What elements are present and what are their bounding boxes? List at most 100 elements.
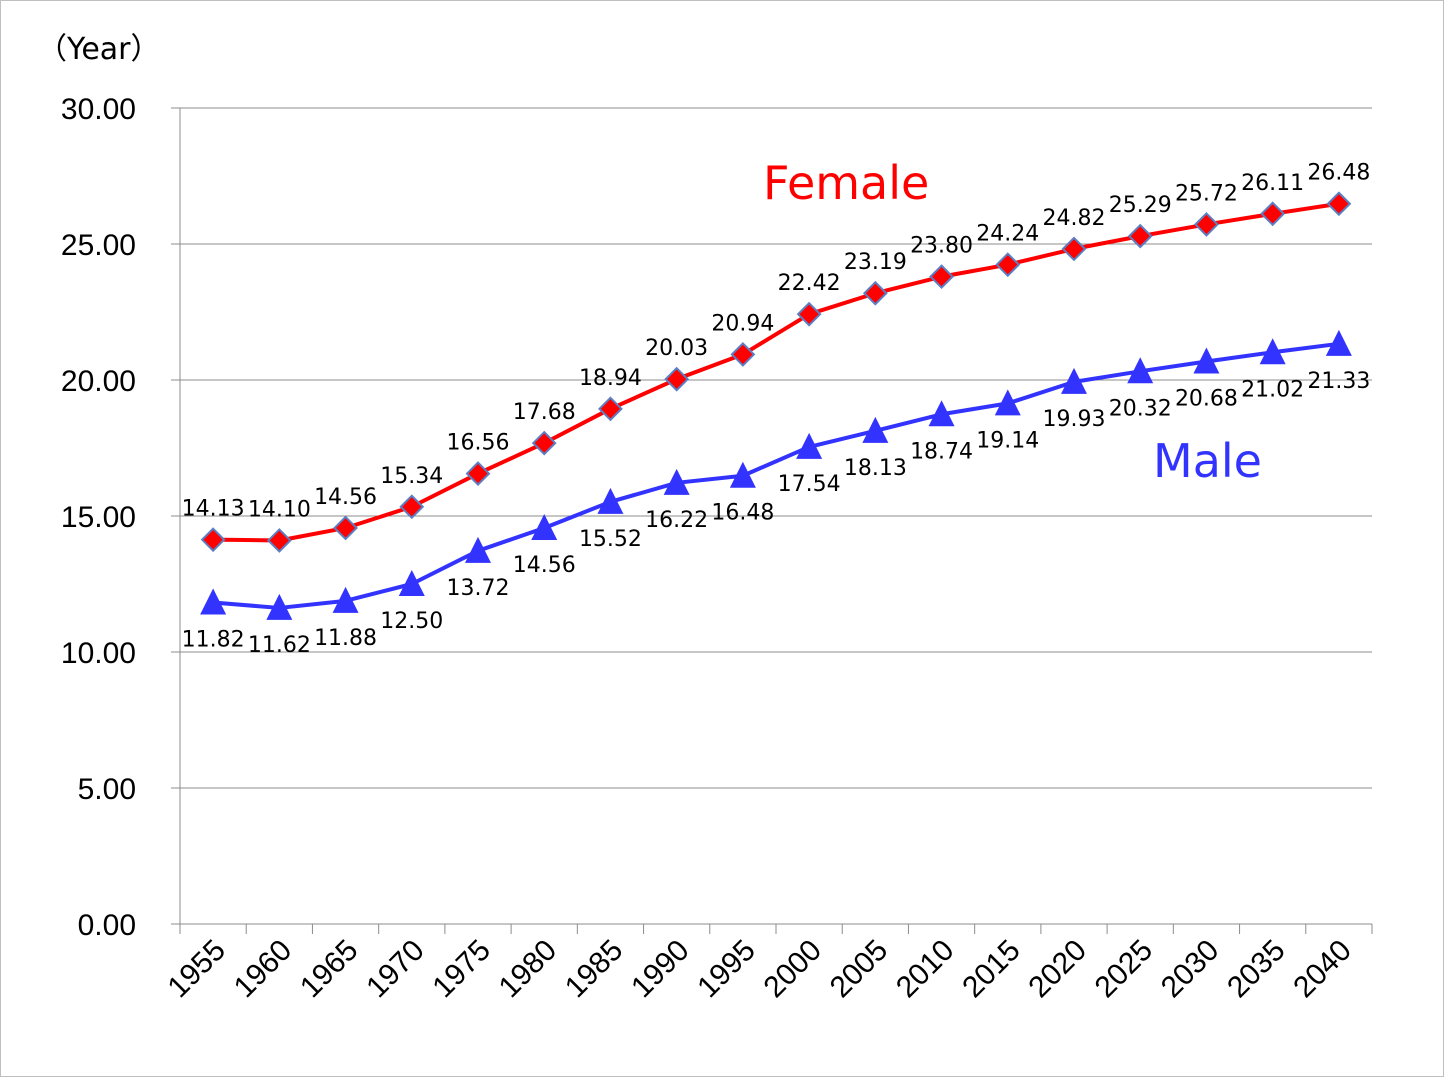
male-data-label: 17.54 — [778, 472, 841, 497]
male-point — [398, 570, 425, 596]
male-point — [994, 389, 1021, 416]
female-point — [1127, 223, 1153, 249]
female-point — [929, 264, 954, 290]
male-data-label: 16.22 — [645, 508, 708, 533]
male-point — [1325, 329, 1352, 356]
y-tick-label: 15.00 — [61, 501, 136, 534]
male-point — [531, 513, 558, 540]
female-data-label: 16.56 — [447, 431, 510, 456]
x-tick-label: 1995 — [691, 934, 762, 1005]
x-tick-label: 1975 — [426, 934, 497, 1005]
male-point — [1259, 338, 1286, 365]
female-data-label: 17.68 — [513, 400, 576, 425]
x-tick-label: 2035 — [1221, 934, 1292, 1005]
female-point — [1260, 201, 1286, 227]
y-tick-label: 0.00 — [78, 909, 136, 942]
female-point — [598, 396, 623, 422]
female-data-label: 23.19 — [844, 250, 907, 275]
female-data-label: 26.48 — [1307, 161, 1370, 186]
male-data-label: 13.72 — [447, 576, 510, 601]
female-data-label: 22.42 — [778, 271, 841, 296]
female-data-label: 24.24 — [976, 222, 1039, 247]
y-tick-label: 5.00 — [78, 773, 136, 806]
female-data-label: 23.80 — [910, 234, 973, 259]
x-tick-label: 2040 — [1287, 934, 1358, 1005]
male-point — [1193, 347, 1220, 374]
x-tick-label: 1965 — [294, 934, 365, 1005]
y-tick-label: 10.00 — [61, 637, 136, 670]
female-point — [200, 527, 226, 553]
female-data-label: 15.34 — [380, 464, 443, 489]
male-point — [796, 432, 823, 459]
female-data-label: 14.56 — [314, 485, 377, 510]
male-data-label: 21.33 — [1307, 369, 1370, 394]
male-data-label: 11.62 — [248, 633, 311, 658]
male-data-label: 12.50 — [380, 609, 443, 634]
male-point — [1127, 357, 1154, 384]
x-tick-label: 1990 — [625, 934, 696, 1005]
male-point — [663, 468, 690, 495]
x-tick-label: 1960 — [228, 934, 299, 1005]
x-tick-label: 2010 — [890, 934, 961, 1005]
female-point — [1061, 236, 1087, 262]
female-point — [1326, 191, 1352, 217]
male-series-line — [212, 341, 1340, 610]
male-data-label: 15.52 — [579, 527, 642, 552]
male-point — [597, 487, 624, 514]
male-data-label: 20.32 — [1109, 396, 1172, 421]
male-data-label: 18.13 — [844, 456, 907, 481]
female-data-label: 24.82 — [1043, 206, 1106, 231]
female-data-label: 25.72 — [1175, 181, 1238, 206]
x-tick-label: 2000 — [758, 934, 829, 1005]
male-data-label: 21.02 — [1241, 377, 1304, 402]
female-data-label: 20.03 — [645, 336, 708, 361]
male-data-label: 18.74 — [910, 439, 973, 464]
male-data-label: 19.14 — [976, 428, 1039, 453]
x-tick-label: 2005 — [824, 934, 895, 1005]
female-data-label: 26.11 — [1241, 171, 1304, 196]
male-point — [928, 400, 955, 427]
female-point — [730, 342, 756, 367]
female-point — [995, 252, 1021, 278]
male-data-label: 11.82 — [182, 627, 245, 652]
male-point — [332, 586, 359, 613]
x-tick-label: 2015 — [956, 934, 1027, 1005]
male-point — [266, 593, 293, 620]
female-data-label: 14.10 — [248, 497, 311, 522]
y-tick-label: 20.00 — [61, 365, 136, 398]
male-data-label: 16.48 — [711, 501, 774, 526]
male-point — [729, 461, 756, 488]
female-point — [1194, 212, 1219, 237]
x-tick-label: 1970 — [360, 934, 431, 1005]
female-point — [266, 528, 292, 553]
female-point — [465, 461, 491, 486]
female-data-label: 20.94 — [711, 311, 774, 336]
male-series-label: Male — [1153, 434, 1262, 488]
female-point — [531, 430, 557, 456]
y-axis-title: （Year） — [37, 32, 161, 67]
male-data-label: 19.93 — [1043, 407, 1106, 432]
female-point — [664, 366, 690, 392]
male-point — [465, 536, 491, 563]
x-tick-label: 2020 — [1022, 934, 1093, 1005]
female-point — [862, 280, 888, 306]
female-data-label: 14.13 — [182, 497, 245, 522]
male-point — [1061, 367, 1087, 394]
female-point — [333, 515, 358, 541]
male-point — [862, 416, 889, 443]
female-point — [796, 301, 822, 327]
x-tick-label: 1985 — [559, 934, 630, 1005]
male-data-label: 14.56 — [513, 553, 576, 578]
y-tick-label: 30.00 — [61, 93, 136, 126]
data-labels: 14.13 14.1014.5615.3416.5617.6818.9420.03… — [182, 161, 1371, 658]
series — [200, 191, 1352, 620]
female-point — [399, 494, 425, 520]
female-data-label: 25.29 — [1109, 193, 1172, 218]
female-data-label: 18.94 — [579, 366, 642, 391]
x-tick-label: 1980 — [493, 934, 564, 1005]
x-tick-label: 2030 — [1155, 934, 1226, 1005]
female-series-line — [213, 201, 1340, 543]
x-tick-label: 1955 — [162, 934, 233, 1005]
